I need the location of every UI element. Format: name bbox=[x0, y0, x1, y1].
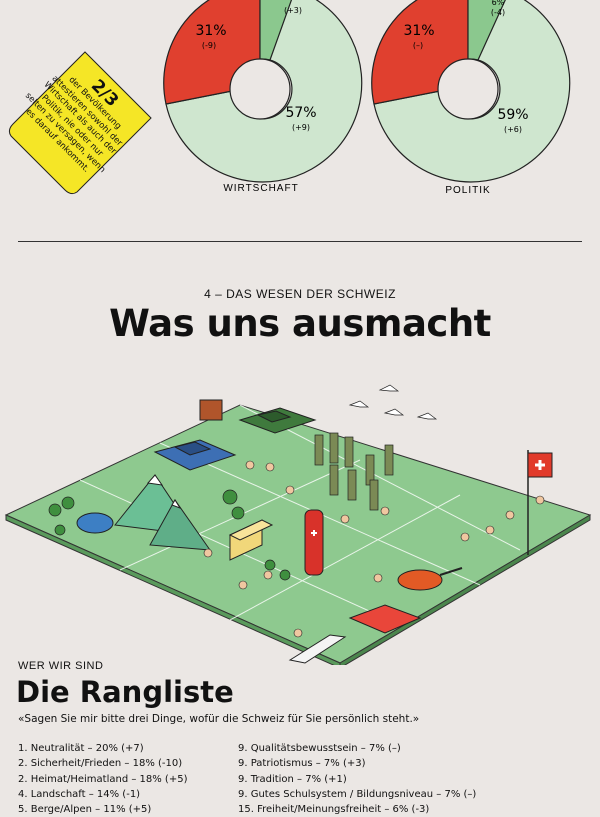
ranking-item: 9. Tradition – 7% (+1) bbox=[238, 773, 347, 785]
section-divider bbox=[18, 241, 582, 242]
politik-top-pct: 6% bbox=[492, 0, 505, 7]
donut-politik-green bbox=[373, 0, 571, 183]
ranking-item: 5. Berge/Alpen – 11% (+5) bbox=[18, 804, 152, 816]
ranking-item: 2. Heimat/Heimatland – 18% (+5) bbox=[18, 773, 188, 785]
armchair bbox=[199, 399, 223, 421]
ranking-kicker: WER WIR SIND bbox=[18, 660, 104, 672]
ranking-item: 4. Landschaft – 14% (-1) bbox=[18, 788, 141, 800]
tank-blue bbox=[153, 439, 237, 471]
people bbox=[203, 460, 545, 638]
switzerland-illustration bbox=[4, 384, 592, 665]
wirtschaft-top-delta: (+3) bbox=[284, 6, 302, 15]
soldiers bbox=[314, 432, 394, 511]
politik-green-pct: 59% bbox=[497, 107, 528, 123]
lake bbox=[76, 512, 114, 534]
trampoline bbox=[348, 604, 422, 634]
birds bbox=[348, 384, 438, 420]
ranking-question: «Sagen Sie mir bitte drei Dinge, wofür d… bbox=[18, 713, 420, 725]
section-number: 4 – DAS WESEN DER SCHWEIZ bbox=[204, 287, 396, 301]
politik-top-delta: (-4) bbox=[491, 8, 505, 17]
wirtschaft-red-pct: 31% bbox=[195, 23, 226, 39]
politik-green-delta: (+6) bbox=[504, 125, 522, 134]
ranking-title: Die Rangliste bbox=[16, 675, 234, 709]
politik-red-delta: (–) bbox=[413, 41, 423, 50]
ranking-item: 2. Sicherheit/Frieden – 18% (-10) bbox=[18, 758, 183, 770]
ranking-item: 9. Qualitätsbewusstsein – 7% (–) bbox=[238, 743, 401, 754]
swiss-knife bbox=[304, 509, 324, 576]
badge-shape bbox=[8, 51, 152, 195]
ranking-item: 15. Freiheit/Meinungsfreiheit – 6% (-3) bbox=[238, 804, 430, 816]
politik-label: POLITIK bbox=[445, 185, 490, 196]
wirtschaft-green-delta: (+9) bbox=[292, 123, 310, 132]
ranking-list-left: 1. Neutralität – 20% (+7) 2. Sicherheit/… bbox=[18, 741, 187, 817]
politik-red-pct: 31% bbox=[403, 23, 434, 39]
donut-wirtschaft-green bbox=[165, 0, 363, 183]
wirtschaft-label: WIRTSCHAFT bbox=[223, 183, 298, 194]
mountains bbox=[114, 474, 212, 551]
yellow-badge: 2/3 der Bevölkerung attestieren sowohl d… bbox=[5, 46, 155, 196]
airplane bbox=[288, 634, 347, 664]
trees bbox=[48, 489, 291, 581]
wirtschaft-green-pct: 57% bbox=[285, 105, 316, 121]
donut-wirtschaft: 31% (-9) 57% (+9) (+3) bbox=[163, 0, 363, 183]
ranking-item: 9. Gutes Schulsystem / Bildungsniveau – … bbox=[238, 788, 477, 800]
section-title: Was uns ausmacht bbox=[109, 302, 491, 345]
ranking-item: 9. Patriotismus – 7% (+3) bbox=[238, 758, 366, 770]
ranking-list-right: 9. Qualitätsbewusstsein – 7% (–) 9. Patr… bbox=[238, 741, 476, 817]
donut-politik: 31% (–) 59% (+6) 6% (-4) bbox=[371, 0, 571, 183]
tank-green bbox=[238, 407, 317, 434]
ranking-item: 1. Neutralität – 20% (+7) bbox=[18, 743, 144, 754]
donut-charts: 31% (-9) 57% (+9) (+3) 31% (–) 59% (+6) … bbox=[163, 0, 571, 196]
fondue-pot bbox=[397, 569, 443, 591]
wirtschaft-red-delta: (-9) bbox=[202, 41, 216, 50]
